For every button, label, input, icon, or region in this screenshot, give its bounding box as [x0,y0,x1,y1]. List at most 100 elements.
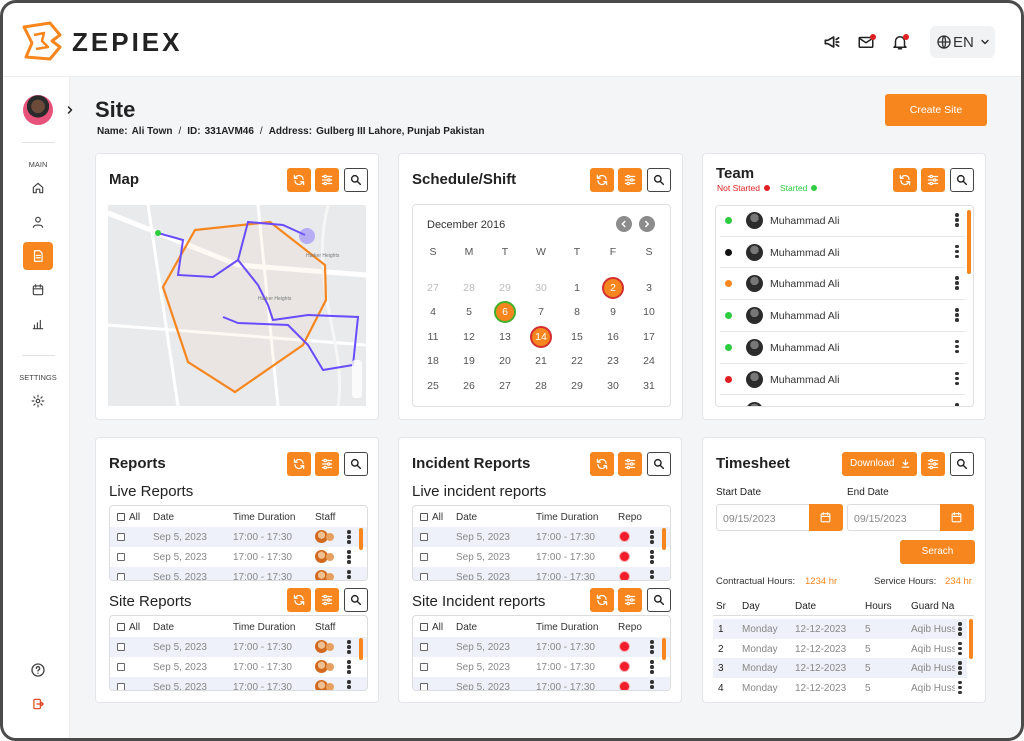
row-checkbox[interactable] [117,573,125,580]
report-row[interactable]: Sep 5, 2023 17:00 - 17:30 [110,567,367,580]
highlighted-day[interactable]: 2 [602,277,624,299]
row-menu[interactable] [955,403,959,406]
team-member[interactable]: Muhammad Ali [716,332,973,363]
calendar-day[interactable]: 1 [574,282,580,294]
team-member[interactable]: Muhammad Ali [716,206,973,236]
calendar-button[interactable] [940,504,974,531]
logo-mark[interactable] [20,21,66,61]
search-button[interactable]: Serach [900,540,975,564]
refresh-button[interactable] [287,168,311,192]
row-checkbox[interactable] [420,643,428,651]
row-menu[interactable] [347,570,351,580]
filter-button[interactable] [315,168,339,192]
calendar-day[interactable]: 20 [499,355,511,368]
header-checkbox[interactable] [420,623,428,631]
report-row[interactable]: Sep 5, 2023 17:00 - 17:30 [413,567,670,580]
download-button[interactable]: Download [842,452,917,476]
row-menu[interactable] [955,339,959,354]
calendar-day[interactable]: 25 [427,379,439,392]
row-menu[interactable] [347,680,351,690]
row-menu[interactable] [955,371,959,386]
filter-button[interactable] [921,452,945,476]
zoom-button[interactable] [344,168,368,192]
calendar-day[interactable]: 16 [607,330,619,343]
row-menu[interactable] [347,530,351,544]
row-menu[interactable] [958,622,962,636]
calendar-day[interactable]: 18 [427,355,439,368]
calendar-day[interactable]: 3 [646,282,652,294]
report-row[interactable]: Sep 5, 2023 17:00 - 17:30 [413,677,670,690]
calendar-day[interactable]: 10 [643,306,655,319]
nav-sites-active[interactable] [23,242,53,270]
report-row[interactable]: Sep 5, 2023 17:00 - 17:30 [413,657,670,677]
refresh-button[interactable] [590,168,614,192]
row-menu[interactable] [955,213,959,227]
calendar-button[interactable] [809,504,843,531]
timesheet-row[interactable]: 1 Monday 12-12-2023 5 Aqib Hussain [713,619,967,639]
row-menu[interactable] [958,680,962,695]
row-checkbox[interactable] [117,553,125,561]
row-menu[interactable] [955,276,959,290]
team-member[interactable]: Muhammad Ali [716,237,973,268]
highlighted-day[interactable]: 14 [530,325,552,348]
header-checkbox[interactable] [117,513,125,521]
row-checkbox[interactable] [117,643,125,651]
user-avatar[interactable] [23,95,53,125]
row-checkbox[interactable] [117,533,125,541]
row-checkbox[interactable] [420,533,428,541]
row-checkbox[interactable] [117,683,125,690]
calendar-day[interactable]: 5 [466,306,472,319]
report-row[interactable]: Sep 5, 2023 17:00 - 17:30 [110,677,367,690]
date-input[interactable]: 09/15/2023 [716,504,843,531]
filter-button[interactable] [618,168,642,192]
refresh-button[interactable] [287,588,311,612]
header-checkbox[interactable] [117,623,125,631]
row-checkbox[interactable] [420,663,428,671]
calendar-day[interactable]: 23 [607,355,619,368]
row-menu[interactable] [650,640,654,654]
calendar-day[interactable]: 12 [463,330,475,343]
calendar-day[interactable]: 15 [571,330,583,343]
report-row[interactable]: Sep 5, 2023 17:00 - 17:30 [110,637,367,657]
row-menu[interactable] [347,660,351,674]
header-checkbox[interactable] [420,513,428,521]
calendar-day[interactable]: 24 [643,355,655,368]
highlighted-day[interactable]: 6 [494,301,516,324]
calendar-day[interactable]: 29 [571,379,583,392]
report-row[interactable]: Sep 5, 2023 17:00 - 17:30 [110,547,367,567]
row-checkbox[interactable] [420,683,428,690]
calendar-day[interactable]: 13 [499,330,511,343]
create-site-button[interactable]: Create Site [885,94,987,126]
filter-button[interactable] [315,452,339,476]
team-member[interactable]: Muhammad Ali [716,300,973,331]
other-month-day[interactable]: 29 [499,282,511,294]
zoom-button[interactable] [647,452,671,476]
zoom-button[interactable] [950,452,974,476]
zoom-button[interactable] [344,452,368,476]
row-menu[interactable] [650,680,654,690]
calendar-day[interactable]: 7 [538,306,544,319]
row-checkbox[interactable] [420,553,428,561]
calendar-day[interactable]: 28 [535,379,547,392]
filter-button[interactable] [921,168,945,192]
calendar-day[interactable]: 9 [610,306,616,319]
row-menu[interactable] [347,550,351,564]
team-member[interactable]: Muhammad Ali [716,364,973,395]
row-menu[interactable] [650,660,654,674]
team-member[interactable]: Muhammad Ali [716,395,973,406]
report-row[interactable]: Sep 5, 2023 17:00 - 17:30 [110,527,367,547]
row-checkbox[interactable] [117,663,125,671]
report-row[interactable]: Sep 5, 2023 17:00 - 17:30 [413,527,670,547]
other-month-day[interactable]: 30 [535,282,547,294]
timesheet-row[interactable]: 3 Monday 12-12-2023 5 Aqib Hussain [713,658,967,678]
team-member[interactable]: Muhammad Ali [716,268,973,299]
filter-button[interactable] [618,452,642,476]
calendar-day[interactable]: 26 [463,379,475,392]
row-menu[interactable] [958,641,962,656]
timesheet-row[interactable]: 4 Monday 12-12-2023 5 Aqib Hussain [713,677,967,697]
zoom-button[interactable] [647,168,671,192]
filter-button[interactable] [618,588,642,612]
report-row[interactable]: Sep 5, 2023 17:00 - 17:30 [413,637,670,657]
other-month-day[interactable]: 27 [427,282,439,294]
calendar-day[interactable]: 22 [571,355,583,368]
